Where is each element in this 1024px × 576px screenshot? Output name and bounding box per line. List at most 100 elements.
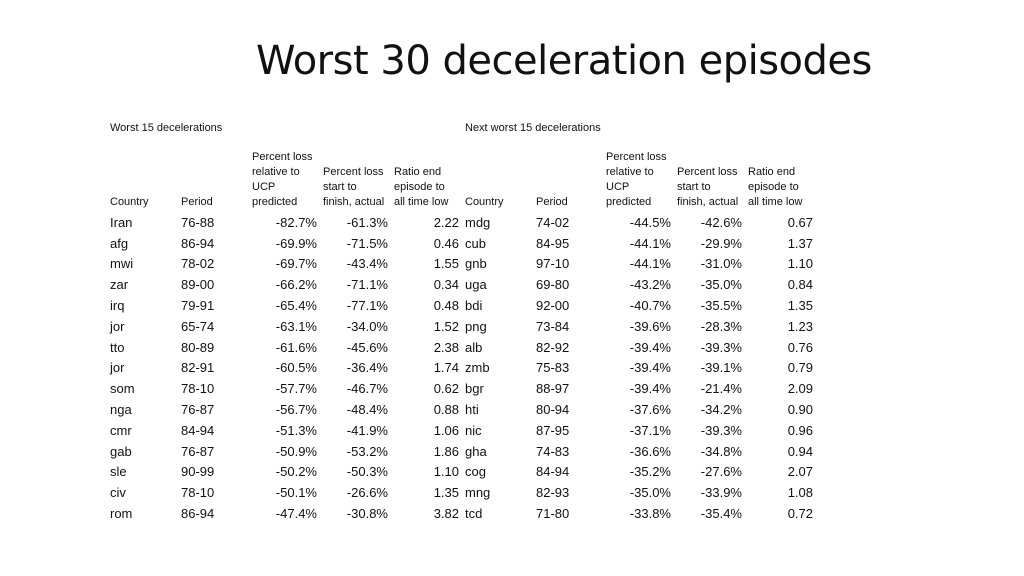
header-pct-loss-actual-left: Percent loss start to finish, actual [323,166,385,208]
decelerations-table: Country Period Percent loss relative to … [107,150,816,524]
right-pct-loss-actual-cell: -42.6% [700,214,742,230]
right-ratio-cell: 1.35 [787,298,813,314]
right-ratio-cell: 2.09 [787,381,813,397]
right-pct-loss-actual-cell: -35.0% [700,277,742,293]
right-period-cell: 74-83 [536,443,570,459]
table-body: Iran 76-88 -82.7% -61.3% 2.22 mdg 74-02 -44.5% -… [107,212,816,524]
right-period-cell: 84-94 [536,464,570,480]
left-period-cell: 76-87 [181,443,215,459]
left-pct-loss-actual-cell: -34.0% [346,318,388,334]
table-row: mwi 78-02 -69.7% -43.4% 1.55 gnb 97-10 -44.1% -3… [107,254,816,275]
right-country-cell: gnb [465,256,487,272]
left-period-cell: 90-99 [181,464,215,480]
left-pct-loss-actual-cell: -46.7% [346,381,388,397]
right-country-cell: cub [465,235,486,251]
left-ratio-cell: 1.86 [433,443,459,459]
right-pct-loss-ucp-cell: -39.6% [629,318,671,334]
left-period-cell: 84-94 [181,422,215,438]
right-country-cell: png [465,318,487,334]
table-row: civ 78-10 -50.1% -26.6% 1.35 mng 82-93 -35.0% -3… [107,482,816,503]
table-row: gab 76-87 -50.9% -53.2% 1.86 gha 74-83 -36.6% -3… [107,441,816,462]
right-period-cell: 82-93 [536,485,570,501]
left-pct-loss-actual-cell: -45.6% [346,339,388,355]
right-pct-loss-ucp-cell: -44.1% [629,256,671,272]
right-period-cell: 69-80 [536,277,570,293]
right-pct-loss-ucp-cell: -40.7% [629,298,671,314]
right-period-cell: 71-80 [536,506,570,522]
right-period-cell: 74-02 [536,214,570,230]
left-pct-loss-ucp-cell: -82.7% [275,214,317,230]
right-pct-loss-actual-cell: -29.9% [700,235,742,251]
right-ratio-cell: 1.23 [787,318,813,334]
left-pct-loss-actual-cell: -30.8% [346,506,388,522]
left-pct-loss-actual-cell: -43.4% [346,256,388,272]
left-ratio-cell: 1.35 [433,485,459,501]
right-ratio-cell: 0.67 [787,214,813,230]
right-period-cell: 73-84 [536,318,570,334]
left-pct-loss-ucp-cell: -56.7% [275,402,317,418]
left-period-cell: 86-94 [181,235,215,251]
left-pct-loss-ucp-cell: -63.1% [275,318,317,334]
left-country-cell: mwi [110,256,134,272]
left-pct-loss-ucp-cell: -69.7% [275,256,317,272]
left-section-label: Worst 15 decelerations [110,122,223,134]
left-pct-loss-actual-cell: -71.5% [346,235,388,251]
left-country-cell: cmr [110,422,132,438]
right-pct-loss-ucp-cell: -37.6% [629,402,671,418]
table-row: irq 79-91 -65.4% -77.1% 0.48 bdi 92-00 -40.7% -3… [107,295,816,316]
left-country-cell: zar [110,277,129,293]
right-country-cell: uga [465,277,487,293]
right-pct-loss-ucp-cell: -39.4% [629,360,671,376]
left-ratio-cell: 0.48 [433,298,459,314]
right-section-label: Next worst 15 decelerations [465,122,601,134]
table-row: jor 65-74 -63.1% -34.0% 1.52 png 73-84 -39.6% -2… [107,316,816,337]
right-period-cell: 87-95 [536,422,570,438]
left-pct-loss-ucp-cell: -57.7% [275,381,317,397]
left-period-cell: 86-94 [181,506,215,522]
table-row: Iran 76-88 -82.7% -61.3% 2.22 mdg 74-02 -44.5% -… [107,212,816,233]
left-period-cell: 78-10 [181,485,215,501]
left-pct-loss-ucp-cell: -69.9% [275,235,317,251]
left-country-cell: nga [110,402,132,418]
left-pct-loss-actual-cell: -77.1% [346,298,388,314]
right-pct-loss-actual-cell: -28.3% [700,318,742,334]
right-country-cell: cog [465,464,486,480]
left-pct-loss-ucp-cell: -50.9% [275,443,317,459]
left-country-cell: jor [110,318,125,334]
table-row: sle 90-99 -50.2% -50.3% 1.10 cog 84-94 -35.2% -2… [107,462,816,483]
right-pct-loss-ucp-cell: -33.8% [629,506,671,522]
right-pct-loss-actual-cell: -27.6% [700,464,742,480]
right-pct-loss-actual-cell: -34.8% [700,443,742,459]
left-period-cell: 82-91 [181,360,215,376]
left-pct-loss-actual-cell: -61.3% [346,214,388,230]
header-ratio-left: Ratio end episode to all time low [394,166,449,208]
right-country-cell: mdg [465,214,491,230]
left-period-cell: 76-88 [181,214,215,230]
right-period-cell: 92-00 [536,298,570,314]
left-ratio-cell: 1.55 [433,256,459,272]
left-ratio-cell: 1.52 [433,318,459,334]
right-ratio-cell: 0.96 [787,422,813,438]
header-pct-loss-ucp-left: Percent loss relative to UCP predicted [252,151,313,208]
left-pct-loss-ucp-cell: -66.2% [275,277,317,293]
right-period-cell: 82-92 [536,339,570,355]
right-ratio-cell: 0.84 [787,277,813,293]
right-pct-loss-actual-cell: -31.0% [700,256,742,272]
right-country-cell: zmb [465,360,490,376]
header-pct-loss-ucp-right: Percent loss relative to UCP predicted [606,151,667,208]
right-pct-loss-actual-cell: -39.3% [700,339,742,355]
table-row: rom 86-94 -47.4% -30.8% 3.82 tcd 71-80 -33.8% -3… [107,503,816,524]
left-pct-loss-ucp-cell: -65.4% [275,298,317,314]
left-pct-loss-actual-cell: -36.4% [346,360,388,376]
table-row: zar 89-00 -66.2% -71.1% 0.34 uga 69-80 -43.2% -3… [107,274,816,295]
left-ratio-cell: 2.22 [433,214,459,230]
left-pct-loss-ucp-cell: -47.4% [275,506,317,522]
left-country-cell: afg [110,235,129,251]
right-ratio-cell: 0.76 [787,339,813,355]
table-row: cmr 84-94 -51.3% -41.9% 1.06 nic 87-95 -37.1% -3… [107,420,816,441]
left-pct-loss-actual-cell: -71.1% [346,277,388,293]
right-pct-loss-actual-cell: -35.4% [700,506,742,522]
right-pct-loss-ucp-cell: -35.0% [629,485,671,501]
table-row: som 78-10 -57.7% -46.7% 0.62 bgr 88-97 -39.4% -2… [107,378,816,399]
left-pct-loss-ucp-cell: -61.6% [275,339,317,355]
